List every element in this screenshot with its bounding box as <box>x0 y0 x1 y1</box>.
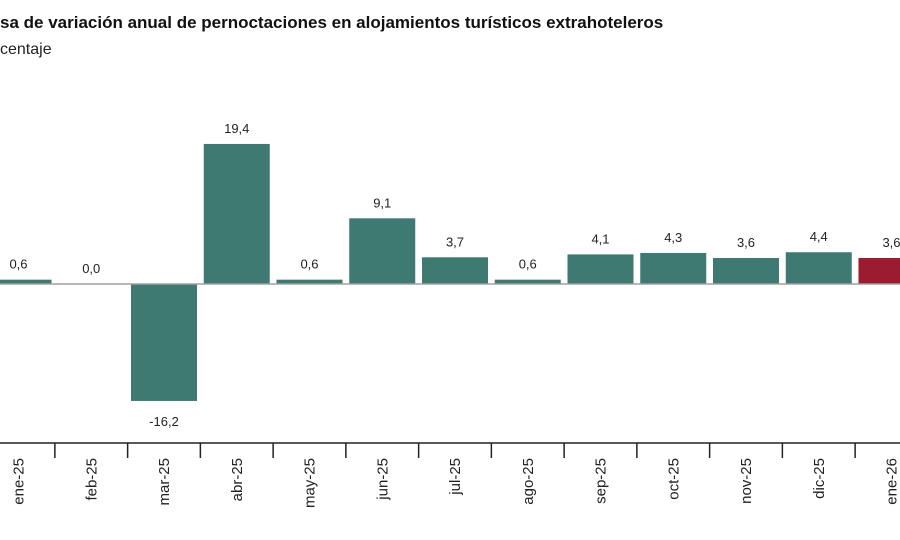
x-tick-label-jul-25: jul-25 <box>447 458 464 496</box>
data-label-abr-25: 19,4 <box>224 121 249 136</box>
data-label-nov-25: 3,6 <box>737 235 755 250</box>
x-tick-label-may-25: may-25 <box>302 458 319 508</box>
data-label-sep-25: 4,1 <box>591 231 609 246</box>
x-tick-label-dic-25: dic-25 <box>811 458 828 499</box>
x-tick-label-mar-25: mar-25 <box>156 458 173 506</box>
bar-nov-25 <box>713 258 779 284</box>
x-tick-label-ene-25: ene-25 <box>11 458 28 505</box>
bar-mar-25 <box>131 284 197 401</box>
x-tick-label-feb-25: feb-25 <box>83 458 100 501</box>
data-label-ene-25: 0,6 <box>9 257 27 272</box>
bar-dic-25 <box>785 252 852 284</box>
x-tick-label-ago-25: ago-25 <box>520 458 537 505</box>
x-tick-label-sep-25: sep-25 <box>593 458 610 504</box>
bar-ene-25 <box>0 279 52 284</box>
bar-jul-25 <box>422 257 488 284</box>
bar-oct-25 <box>640 252 707 284</box>
data-label-jul-25: 3,7 <box>446 234 464 249</box>
bar-sep-25 <box>567 254 634 284</box>
x-tick-label-oct-25: oct-25 <box>665 458 682 500</box>
data-label-ene-26: 3,6 <box>882 235 900 250</box>
data-label-dic-25: 4,4 <box>810 229 828 244</box>
data-label-may-25: 0,6 <box>300 257 318 272</box>
bar-ene-26 <box>858 258 900 284</box>
x-tick-label-abr-25: abr-25 <box>229 458 246 501</box>
x-tick-label-ene-26: ene-26 <box>884 458 900 505</box>
bar-jun-25 <box>349 218 416 284</box>
data-label-mar-25: -16,2 <box>149 414 179 429</box>
x-tick-label-nov-25: nov-25 <box>738 458 755 504</box>
data-label-jun-25: 9,1 <box>373 195 391 210</box>
bar-abr-25 <box>203 143 270 284</box>
chart-subtitle: centaje <box>0 41 52 58</box>
x-tick-label-jun-25: jun-25 <box>374 458 391 501</box>
chart-title: sa de variación anual de pernoctaciones … <box>0 13 664 32</box>
bar-ago-25 <box>494 279 561 284</box>
data-label-feb-25: 0,0 <box>82 261 100 276</box>
bar-may-25 <box>276 279 343 284</box>
data-label-oct-25: 4,3 <box>664 230 682 245</box>
data-label-ago-25: 0,6 <box>519 257 537 272</box>
